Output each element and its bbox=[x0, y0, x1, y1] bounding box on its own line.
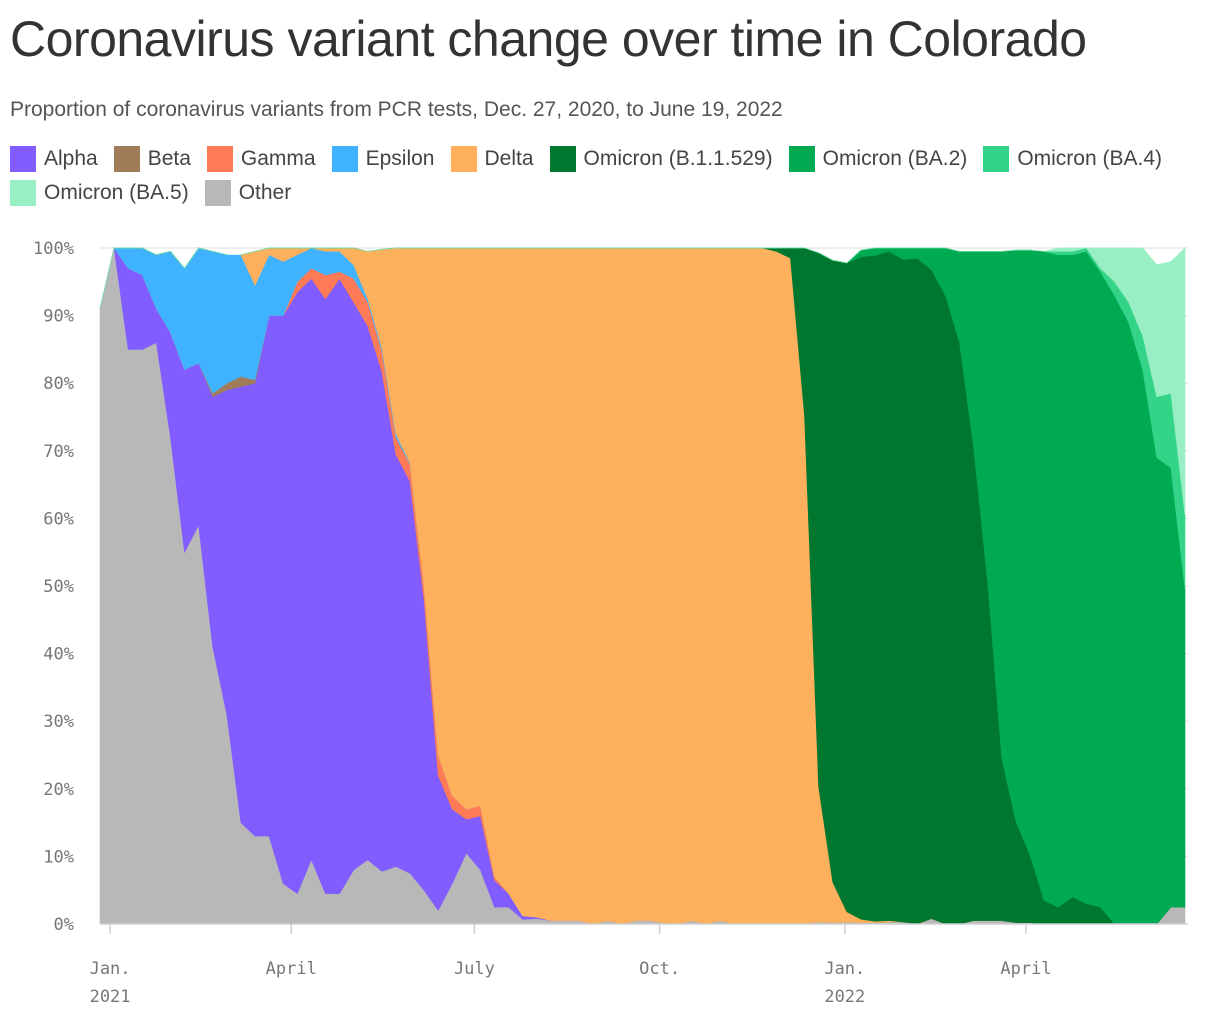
legend-label: Beta bbox=[147, 147, 191, 170]
legend-item-other: Other bbox=[204, 180, 292, 206]
legend-label: Omicron (BA.2) bbox=[822, 147, 968, 170]
y-tick-label: 40% bbox=[43, 645, 74, 665]
legend-swatch bbox=[983, 146, 1010, 172]
y-tick-label: 60% bbox=[43, 509, 74, 529]
legend-item-omicron-ba-5: Omicron (BA.5) bbox=[10, 180, 189, 206]
x-tick-year-label: 2022 bbox=[824, 987, 865, 1007]
x-tick-label: Jan. bbox=[90, 959, 131, 979]
legend-label: Omicron (BA.4) bbox=[1017, 147, 1163, 170]
legend-item-omicron-b-1-1-529: Omicron (B.1.1.529) bbox=[549, 146, 773, 172]
legend-item-omicron-ba-4: Omicron (BA.4) bbox=[983, 146, 1162, 172]
y-tick-label: 80% bbox=[43, 374, 74, 394]
legend-item-epsilon: Epsilon bbox=[331, 146, 435, 172]
legend-label: Omicron (B.1.1.529) bbox=[583, 147, 773, 170]
legend-swatch bbox=[788, 146, 815, 172]
x-axis-labels: Jan. 2021 April July Oct. Jan. 2022 April bbox=[90, 959, 1052, 1007]
chart-title: Coronavirus variant change over time in … bbox=[10, 11, 1087, 67]
y-tick-label: 90% bbox=[43, 307, 74, 327]
legend-swatch bbox=[204, 180, 231, 206]
legend-label: Alpha bbox=[44, 147, 98, 170]
y-tick-label: 20% bbox=[43, 780, 74, 800]
y-tick-label: 70% bbox=[43, 442, 74, 462]
legend-item-delta: Delta bbox=[450, 146, 534, 172]
legend-item-omicron-ba-2: Omicron (BA.2) bbox=[788, 146, 968, 172]
y-tick-label: 10% bbox=[43, 847, 74, 867]
chart-subtitle: Proportion of coronavirus variants from … bbox=[10, 98, 783, 121]
legend-item-alpha: Alpha bbox=[10, 146, 98, 172]
y-tick-label: 100% bbox=[33, 239, 74, 259]
area-omicron-ba-5 bbox=[99, 247, 1186, 516]
legend-label: Epsilon bbox=[365, 147, 435, 170]
legend-swatch bbox=[10, 180, 36, 206]
x-tick-label: Jan. bbox=[824, 959, 865, 979]
legend-swatch bbox=[549, 146, 576, 172]
x-tick-label: April bbox=[266, 959, 317, 979]
legend-item-beta: Beta bbox=[113, 146, 191, 172]
legend-label: Other bbox=[238, 181, 292, 204]
legend-swatch bbox=[10, 146, 36, 172]
legend-swatch bbox=[206, 146, 233, 172]
chart-legend: Alpha Beta Gamma Epsilon Delta Omicron (B.1.1… bbox=[10, 146, 1190, 206]
y-tick-label: 0% bbox=[54, 915, 74, 935]
legend-label: Delta bbox=[484, 147, 534, 170]
y-axis-labels: 0% 10% 20% 30% 40% 50% 60% 70% 80% 90% 100% bbox=[33, 239, 74, 935]
legend-item-gamma: Gamma bbox=[206, 146, 316, 172]
legend-swatch bbox=[113, 146, 140, 172]
y-tick-label: 30% bbox=[43, 712, 74, 732]
y-tick-label: 50% bbox=[43, 577, 74, 597]
x-axis bbox=[100, 923, 1188, 934]
legend-swatch bbox=[450, 146, 477, 172]
x-tick-label: Oct. bbox=[639, 959, 680, 979]
x-tick-label: April bbox=[1000, 959, 1051, 979]
legend-label: Omicron (BA.5) bbox=[44, 181, 189, 204]
legend-label: Gamma bbox=[240, 147, 316, 170]
area-layers bbox=[99, 247, 1186, 925]
x-tick-year-label: 2021 bbox=[90, 987, 131, 1007]
x-tick-label: July bbox=[454, 959, 495, 979]
legend-swatch bbox=[331, 146, 358, 172]
